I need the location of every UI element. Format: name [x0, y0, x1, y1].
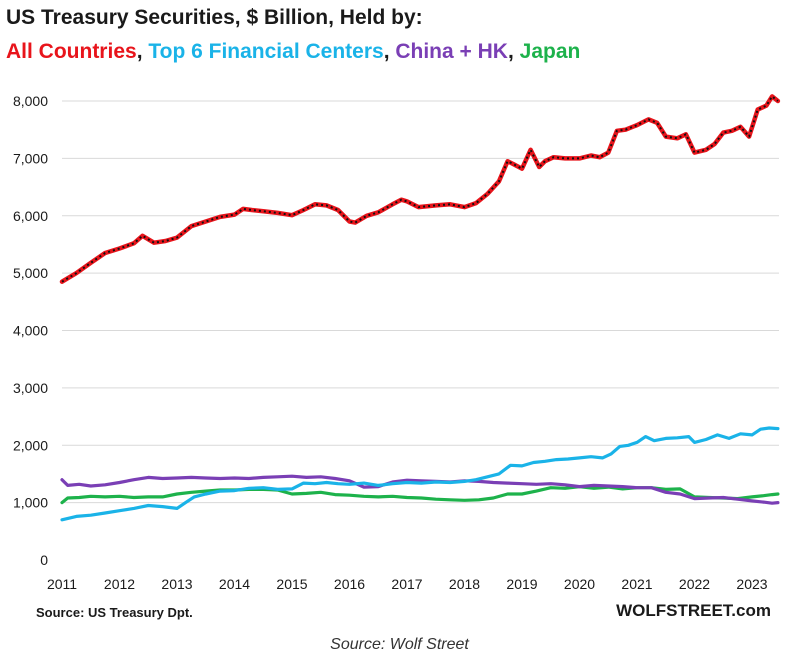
legend-entry-0: All Countries	[6, 40, 137, 63]
series-line-1	[60, 426, 780, 522]
x-tick-label: 2021	[621, 576, 652, 592]
chart-subtitle-legend: All Countries, Top 6 Financial Centers, …	[6, 40, 580, 64]
legend-separator: ,	[507, 40, 520, 63]
chart-title: US Treasury Securities, $ Billion, Held …	[6, 6, 423, 29]
x-tick-label: 2023	[736, 576, 767, 592]
x-tick-label: 2013	[161, 576, 192, 592]
y-tick-label: 8,000	[13, 93, 48, 109]
y-tick-label: 4,000	[13, 323, 48, 339]
x-tick-label: 2017	[391, 576, 422, 592]
x-tick-label: 2011	[47, 576, 77, 592]
x-tick-label: 2018	[449, 576, 480, 592]
series-line-3	[60, 485, 780, 505]
x-tick-label: 2019	[506, 576, 537, 592]
series-line-0	[59, 94, 781, 284]
line-chart: 0 1,000 2,000 3,000 4,000 5,000 6,000 7,000 8,00…	[13, 93, 781, 592]
y-tick-label: 2,000	[13, 437, 48, 453]
y-tick-label: 5,000	[13, 265, 48, 281]
grid-lines	[62, 100, 779, 504]
series-lines	[59, 94, 781, 522]
image-caption: Source: Wolf Street	[330, 636, 469, 653]
series-line-overlay-0	[61, 95, 779, 283]
x-axis-ticks: 2011 2012 2013 2014 2015 2016 2017 2018 2019 2020…	[47, 576, 768, 592]
x-tick-label: 2012	[104, 576, 135, 592]
legend-separator: ,	[383, 40, 396, 63]
x-tick-label: 2022	[679, 576, 710, 592]
y-tick-label: 7,000	[13, 150, 48, 166]
y-tick-label: 1,000	[13, 495, 48, 511]
y-tick-label: 6,000	[13, 208, 48, 224]
legend-entry-3: Japan	[519, 40, 581, 63]
legend-entry-2: China + HK	[395, 40, 508, 63]
legend-separator: ,	[136, 40, 149, 63]
x-tick-label: 2014	[219, 576, 250, 592]
x-tick-label: 2020	[564, 576, 595, 592]
source-note: Source: US Treasury Dpt.	[36, 605, 193, 620]
x-tick-label: 2015	[276, 576, 307, 592]
series-line-2	[60, 474, 780, 505]
y-tick-label: 3,000	[13, 380, 48, 396]
y-axis-ticks: 0 1,000 2,000 3,000 4,000 5,000 6,000 7,000 8,00…	[13, 93, 48, 568]
legend-entry-1: Top 6 Financial Centers	[148, 40, 384, 63]
brand-watermark: WOLFSTREET.com	[616, 601, 771, 620]
y-tick-label: 0	[40, 552, 48, 568]
x-tick-label: 2016	[334, 576, 365, 592]
